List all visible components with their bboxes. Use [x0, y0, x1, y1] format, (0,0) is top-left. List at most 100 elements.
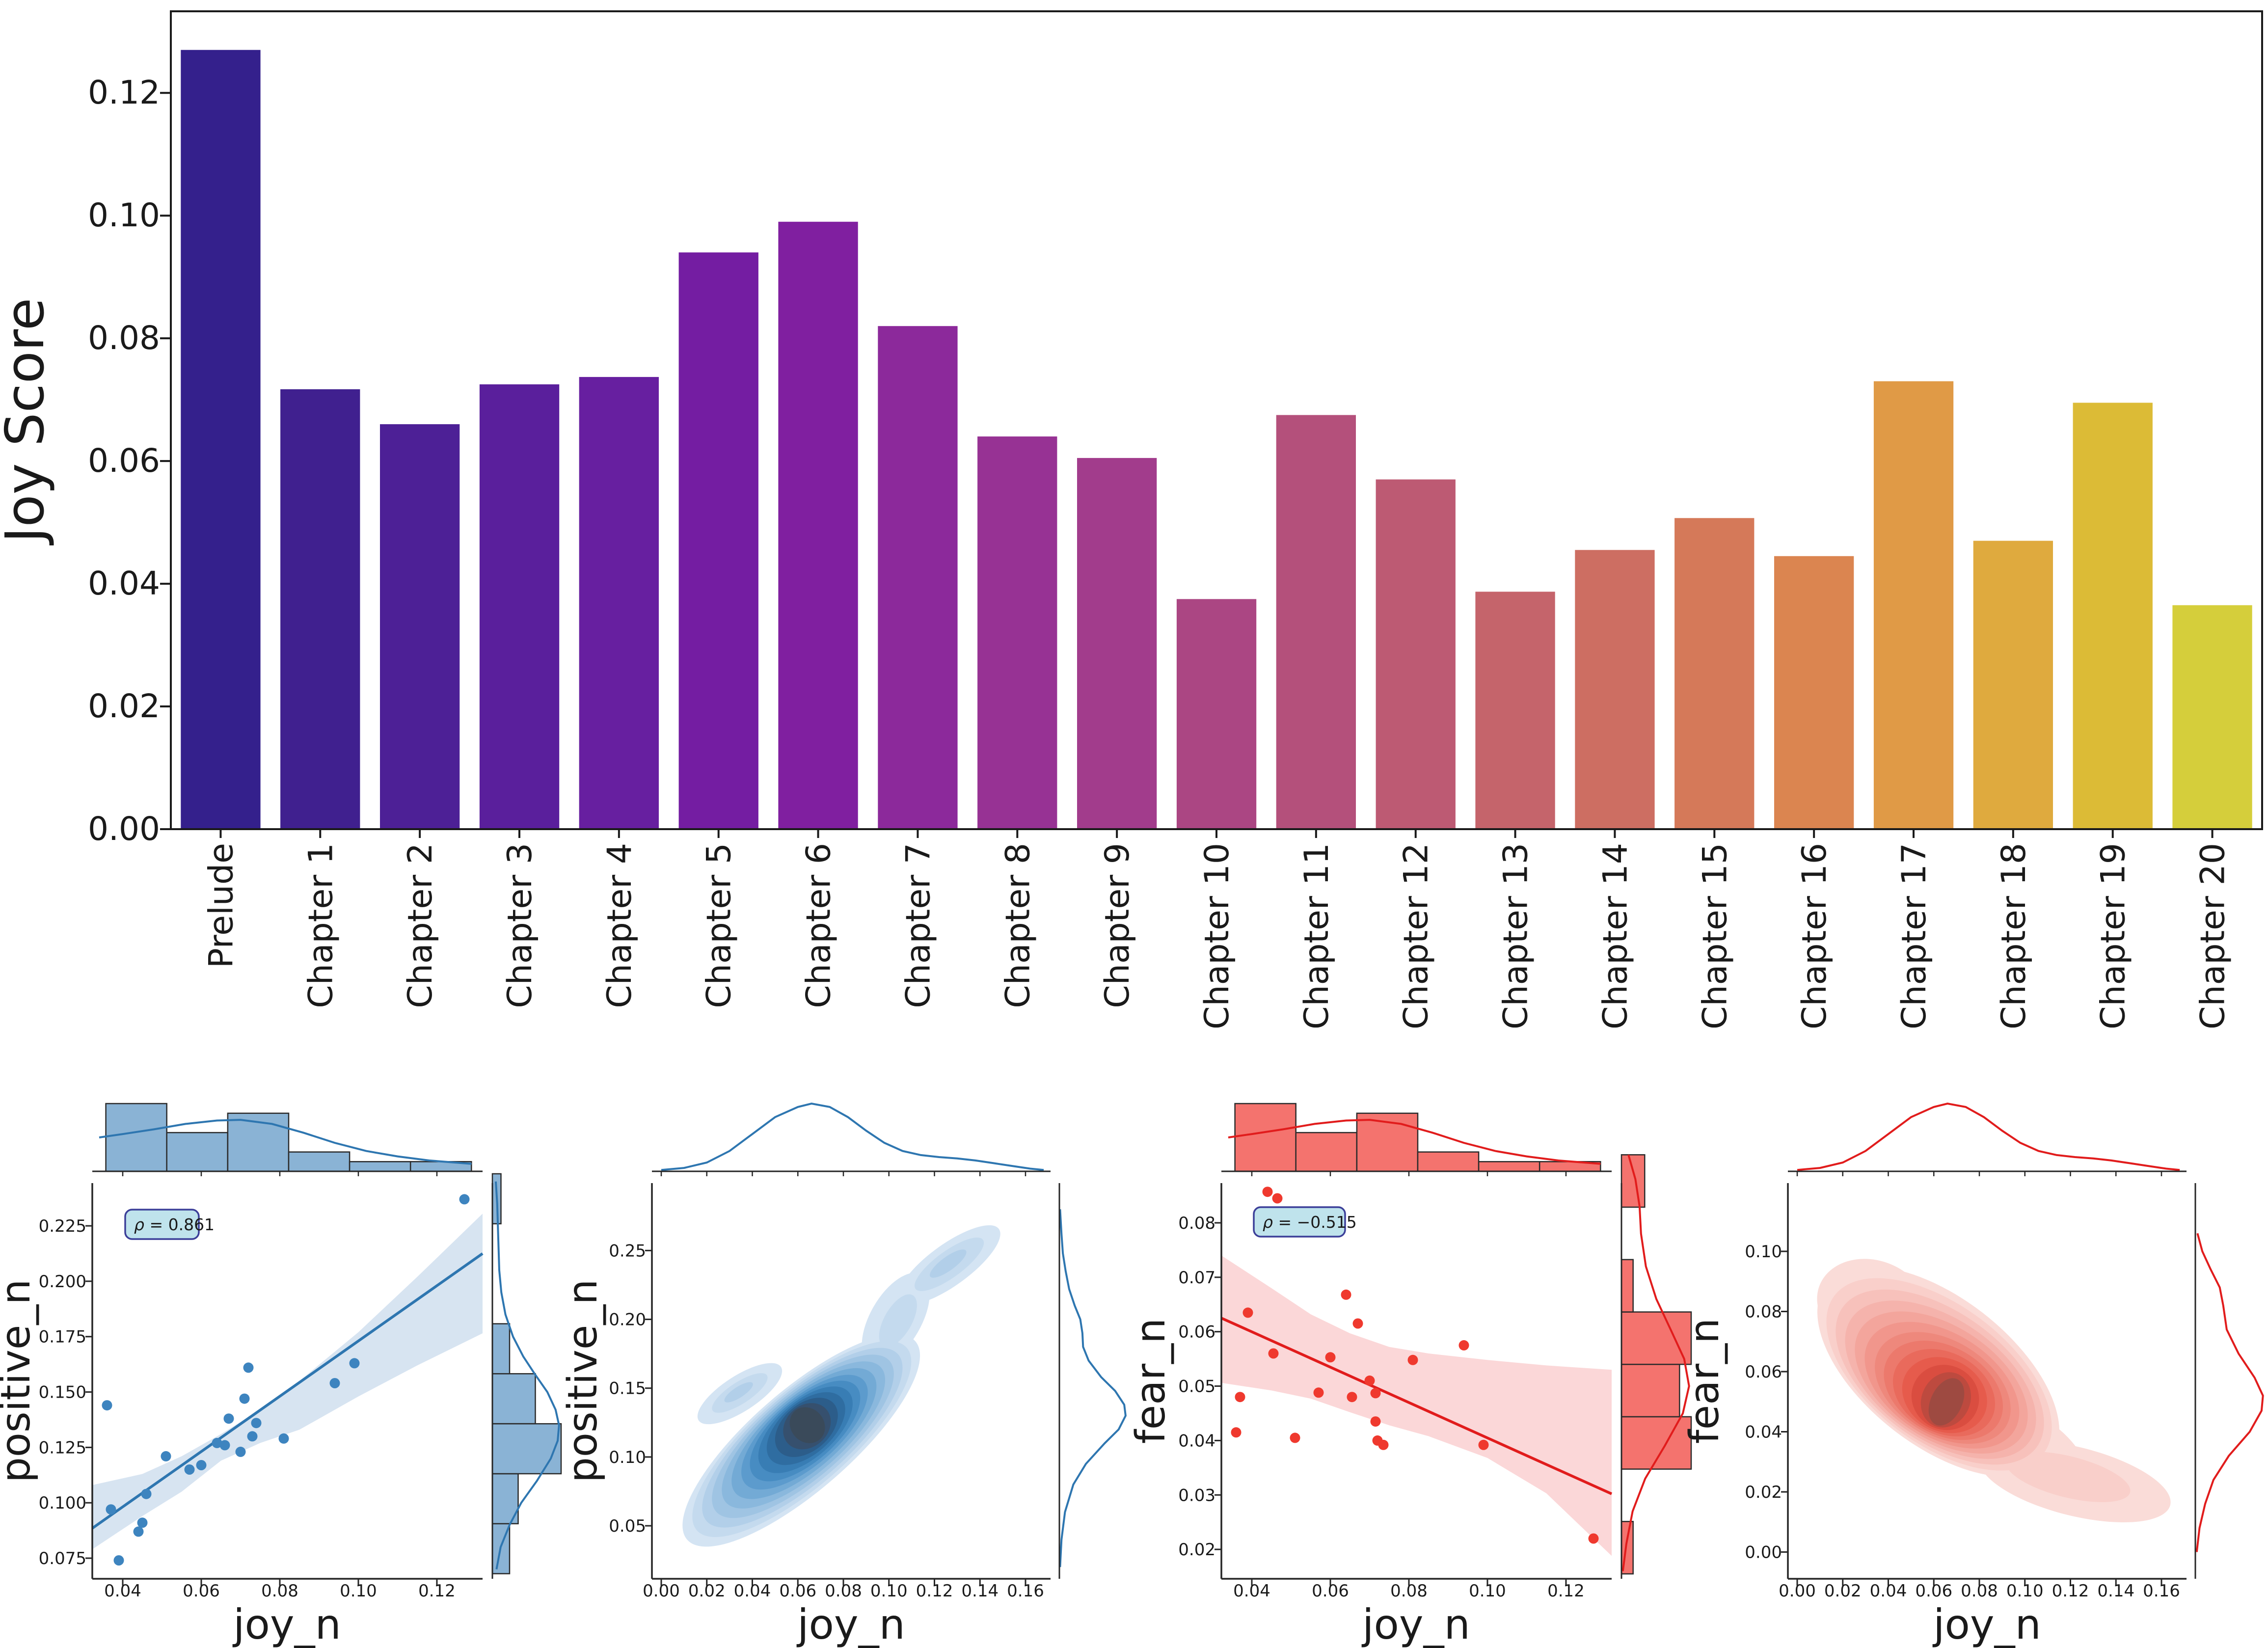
- rho-annotation-box: [1253, 1206, 1346, 1238]
- jointplot-reg-positive-ylabel: positive_n: [0, 1279, 39, 1483]
- regression-line: [91, 1252, 484, 1530]
- x-category-label: Prelude: [202, 843, 241, 968]
- x-tick-label: 0.04: [734, 1581, 771, 1601]
- rho-annotation: ρ = 0.861: [134, 1215, 215, 1234]
- y-tick-label: 0.10: [88, 196, 160, 234]
- bar: [1475, 592, 1555, 829]
- rho-annotation-box: [124, 1209, 200, 1240]
- x-tick-label: 0.02: [1824, 1581, 1862, 1601]
- scatter-point: [1268, 1348, 1279, 1359]
- y-tick-label: 0.075: [39, 1549, 86, 1568]
- bar: [1674, 518, 1755, 829]
- top-hist-bar: [1295, 1132, 1358, 1172]
- y-tick-label: 0.03: [1178, 1486, 1215, 1505]
- x-tick-label: 0.00: [643, 1581, 680, 1601]
- y-tick-label: 0.10: [609, 1448, 646, 1467]
- scatter-point: [243, 1362, 254, 1373]
- scatter-point: [1588, 1533, 1599, 1544]
- top-hist-bar: [1478, 1161, 1540, 1172]
- bar: [1873, 381, 1954, 829]
- top-kde-curve: [1228, 1119, 1601, 1165]
- x-category-label: Chapter 18: [1995, 843, 2033, 1029]
- x-category-label: Chapter 14: [1596, 843, 1635, 1029]
- jointplot-kde-positive: positive_n joy_n 0.00 0.02 0.04 0.06 0.08 0.1…: [560, 1102, 1127, 1648]
- x-category-label: Chapter 20: [2194, 843, 2233, 1029]
- bar: [1276, 415, 1356, 829]
- x-category-label: Chapter 7: [899, 843, 938, 1008]
- rho-annotation: ρ = −0.515: [1263, 1213, 1357, 1232]
- x-category-label: Chapter 9: [1098, 843, 1137, 1008]
- y-tick-label: 0.20: [609, 1310, 646, 1330]
- bar: [1575, 550, 1655, 829]
- x-category-label: Chapter 10: [1198, 843, 1237, 1029]
- top-hist-bar: [105, 1103, 167, 1172]
- y-tick-label: 0.06: [88, 442, 160, 480]
- bar: [1973, 540, 2053, 829]
- x-tick-label: 0.08: [1390, 1581, 1428, 1601]
- y-tick-label: 0.175: [39, 1327, 86, 1347]
- scatter-point: [1272, 1193, 1283, 1204]
- contour-lobe: [879, 1294, 917, 1348]
- x-tick-label: 0.04: [1870, 1581, 1907, 1601]
- x-tick-label: 0.14: [961, 1581, 999, 1601]
- x-tick-label: 0.06: [1915, 1581, 1952, 1601]
- right-hist-bar: [1620, 1154, 1646, 1208]
- y-tick-label: 0.10: [1745, 1242, 1782, 1262]
- scatter-point: [1231, 1427, 1242, 1438]
- scatter-point: [1370, 1416, 1381, 1427]
- top-hist-bar: [288, 1151, 351, 1172]
- y-tick-label: 0.15: [609, 1379, 646, 1399]
- x-category-label: Chapter 19: [2094, 843, 2133, 1029]
- scatter-point: [133, 1526, 144, 1537]
- scatter-point: [137, 1517, 148, 1528]
- bar-ylabel: Joy Score: [0, 298, 56, 546]
- scatter-point: [349, 1358, 360, 1369]
- bar: [2172, 605, 2252, 829]
- bar: [778, 221, 858, 830]
- scatter-point: [184, 1464, 195, 1475]
- right-hist-bar: [491, 1373, 536, 1425]
- scatter-point: [329, 1378, 340, 1388]
- x-category-label: Chapter 1: [301, 843, 340, 1008]
- contour-lobe: [929, 1249, 967, 1278]
- scatter-point: [1341, 1289, 1351, 1300]
- x-category-label: Chapter 13: [1497, 843, 1536, 1029]
- scatter-point: [1290, 1432, 1300, 1443]
- right-hist-bar: [1620, 1311, 1692, 1365]
- bar: [181, 50, 261, 830]
- y-tick-label: 0.200: [39, 1272, 86, 1292]
- jointplot-kde-fear: fear_n joy_n 0.00 0.02 0.04 0.06 0.08 0.10 0.1…: [1681, 1102, 2264, 1648]
- scatter-point: [1313, 1387, 1324, 1398]
- top-hist-bar: [166, 1132, 229, 1172]
- y-tick-label: 0.06: [1745, 1362, 1782, 1382]
- x-category-label: Chapter 17: [1895, 843, 1934, 1029]
- x-category-label: Chapter 15: [1696, 843, 1734, 1029]
- x-tick-label: 0.10: [870, 1581, 908, 1601]
- right-hist-bar: [491, 1423, 562, 1475]
- top-kde-curve: [1797, 1102, 2180, 1171]
- y-tick-label: 0.04: [88, 565, 160, 602]
- x-tick-label: 0.10: [2006, 1581, 2044, 1601]
- x-tick-label: 0.10: [1469, 1581, 1506, 1601]
- bar-series: [181, 50, 2252, 830]
- y-tick-label: 0.07: [1178, 1268, 1215, 1288]
- x-tick-label: 0.06: [1312, 1581, 1349, 1601]
- scatter-point: [1364, 1375, 1375, 1386]
- scatter-point: [1378, 1439, 1389, 1450]
- scatter-point: [1407, 1354, 1418, 1365]
- y-tick-label: 0.150: [39, 1383, 86, 1403]
- x-tick-label: 0.04: [1233, 1581, 1270, 1601]
- x-category-label: Chapter 8: [999, 843, 1037, 1008]
- y-tick-label: 0.02: [1745, 1483, 1782, 1502]
- right-kde-curve: [1621, 1154, 1690, 1571]
- contour-layer: [789, 1407, 825, 1443]
- scatter-point: [223, 1413, 234, 1424]
- jointplot-kde-positive-xlabel: joy_n: [796, 1600, 905, 1648]
- y-tick-label: 0.08: [1178, 1214, 1215, 1233]
- x-tick-label: 0.12: [1547, 1581, 1585, 1601]
- scatter-point: [1352, 1318, 1363, 1329]
- right-hist-bar: [1620, 1259, 1634, 1313]
- right-kde-curve: [495, 1181, 560, 1569]
- y-tick-label: 0.100: [39, 1493, 86, 1513]
- bar: [878, 326, 958, 830]
